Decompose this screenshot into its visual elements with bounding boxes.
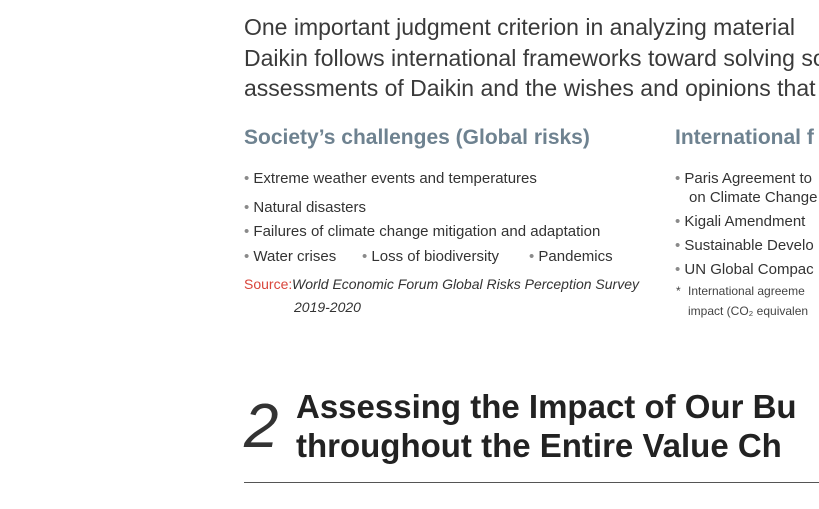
intro-line: One important judgment criterion in anal… (244, 14, 795, 40)
list-item: Natural disasters (244, 200, 366, 215)
section-title: throughout the Entire Value Ch (296, 427, 782, 464)
intro-line: assessments of Daikin and the wishes and… (244, 75, 816, 101)
list-item-continued: on Climate Change (689, 189, 818, 206)
section-title: Assessing the Impact of Our Bu (296, 388, 797, 425)
section-heading: International f (675, 126, 814, 149)
source-label: Source: (244, 276, 293, 292)
list-item: Pandemics (529, 249, 612, 264)
divider (244, 482, 819, 483)
note-text: impact (CO₂ equivalen (688, 304, 809, 318)
source-text: World Economic Forum Global Risks Percep… (292, 276, 640, 292)
list-item: Water crises (244, 249, 336, 264)
list-item: Extreme weather events and temperatures (244, 171, 536, 186)
list-item: Loss of biodiversity (362, 249, 499, 264)
list-item: UN Global Compac (675, 262, 813, 277)
section-number: 2 (244, 392, 279, 461)
list-item: Failures of climate change mitigation an… (244, 224, 600, 239)
list-item: Paris Agreement to (675, 171, 812, 186)
list-item: Kigali Amendment (675, 214, 805, 229)
note-mark: * (676, 284, 681, 298)
note-text: International agreeme (688, 284, 805, 298)
source-text: 2019-2020 (294, 299, 361, 315)
list-item: Sustainable Develo (675, 238, 813, 253)
section-heading: Society’s challenges (Global risks) (244, 126, 590, 149)
intro-line: Daikin follows international frameworks … (244, 45, 819, 71)
